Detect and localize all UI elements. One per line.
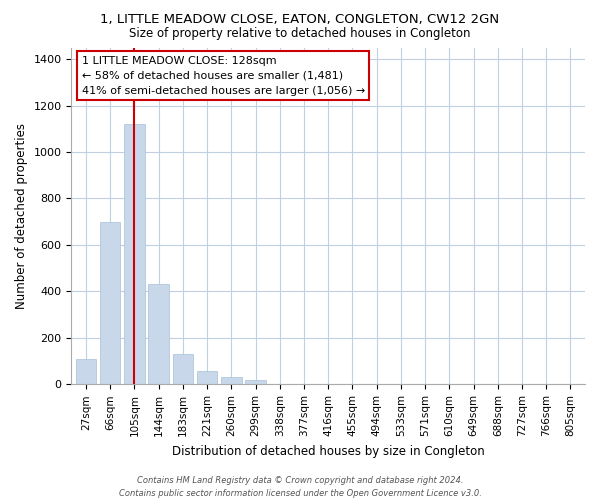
Text: 1 LITTLE MEADOW CLOSE: 128sqm
← 58% of detached houses are smaller (1,481)
41% o: 1 LITTLE MEADOW CLOSE: 128sqm ← 58% of d…: [82, 56, 365, 96]
Bar: [173, 354, 193, 384]
Bar: [124, 124, 145, 384]
Y-axis label: Number of detached properties: Number of detached properties: [15, 123, 28, 309]
Text: 1, LITTLE MEADOW CLOSE, EATON, CONGLETON, CW12 2GN: 1, LITTLE MEADOW CLOSE, EATON, CONGLETON…: [100, 12, 500, 26]
Bar: [197, 371, 217, 384]
Bar: [221, 378, 242, 384]
Bar: [76, 359, 96, 384]
X-axis label: Distribution of detached houses by size in Congleton: Distribution of detached houses by size …: [172, 444, 485, 458]
Text: Contains HM Land Registry data © Crown copyright and database right 2024.
Contai: Contains HM Land Registry data © Crown c…: [119, 476, 481, 498]
Bar: [100, 222, 121, 384]
Bar: [245, 380, 266, 384]
Text: Size of property relative to detached houses in Congleton: Size of property relative to detached ho…: [129, 28, 471, 40]
Bar: [148, 284, 169, 384]
